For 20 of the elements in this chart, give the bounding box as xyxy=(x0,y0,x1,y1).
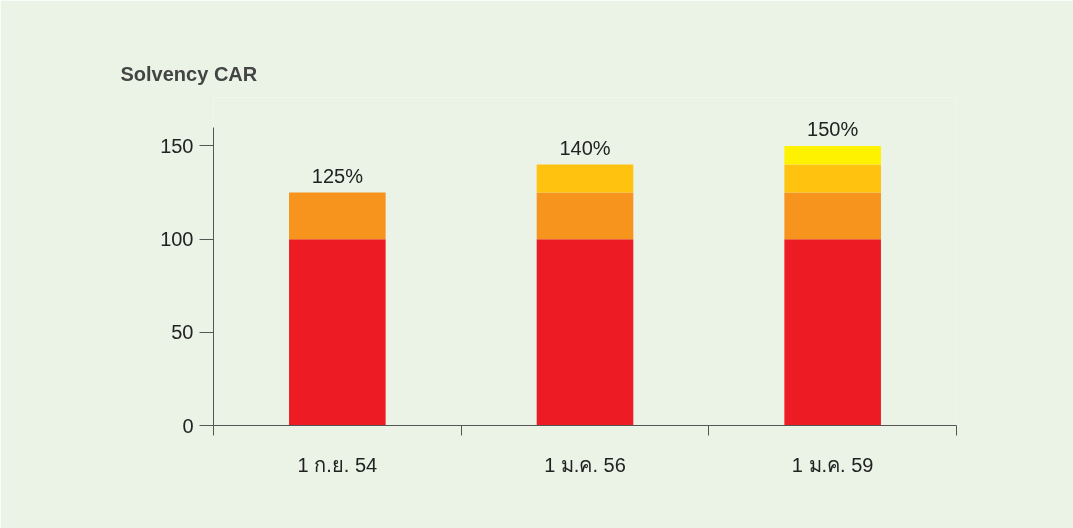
y-tick-label: 100 xyxy=(160,228,194,251)
x-tick-label: 1 ม.ค. 56 xyxy=(544,453,626,476)
y-tick-label: 0 xyxy=(182,414,194,437)
bar xyxy=(784,192,881,240)
y-tick-label: 50 xyxy=(171,321,194,344)
bar xyxy=(784,239,881,426)
x-tick-label: 1 ก.ย. 54 xyxy=(297,453,378,476)
total-label: 125% xyxy=(311,164,364,187)
bar xyxy=(784,145,881,165)
bar xyxy=(784,164,881,193)
bar xyxy=(536,239,634,426)
y-tick-label: 150 xyxy=(160,134,194,157)
bar xyxy=(536,192,634,240)
chart-title: Solvency CAR xyxy=(120,63,258,85)
bar xyxy=(289,192,386,240)
bar xyxy=(289,239,386,426)
total-label: 150% xyxy=(807,117,859,140)
x-tick-label: 1 ม.ค. 59 xyxy=(791,453,874,476)
total-label: 140% xyxy=(559,136,611,159)
bar xyxy=(536,164,634,193)
